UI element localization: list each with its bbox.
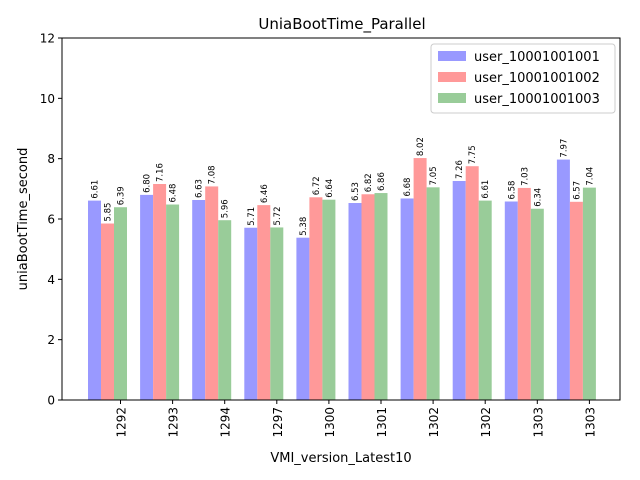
legend-label: user_10001001001 — [474, 50, 600, 65]
data-label: 7.05 — [429, 166, 439, 185]
data-label: 5.96 — [221, 199, 231, 218]
x-tick-label: 1297 — [271, 407, 285, 438]
x-tick-label: 1292 — [115, 407, 129, 438]
data-label: 5.72 — [273, 207, 283, 226]
data-label: 6.48 — [169, 184, 179, 203]
data-label: 5.38 — [299, 217, 309, 236]
x-axis-label: VMI_version_Latest10 — [270, 451, 411, 466]
legend: user_10001001001 user_10001001002 user_100… — [430, 43, 616, 114]
bar — [205, 186, 219, 400]
bar — [569, 201, 583, 400]
bar — [400, 198, 414, 400]
bar — [270, 227, 284, 400]
data-label: 7.97 — [559, 139, 569, 158]
bar — [309, 197, 323, 400]
data-label: 6.80 — [143, 174, 153, 193]
data-label: 6.68 — [403, 178, 413, 197]
data-label: 7.16 — [156, 163, 166, 182]
data-label: 6.63 — [195, 179, 205, 198]
y-tick-label: 10 — [40, 92, 55, 106]
legend-label: user_10001001003 — [474, 92, 600, 107]
x-tick-label: 1301 — [375, 407, 389, 438]
y-tick-label: 2 — [47, 333, 55, 347]
bar — [257, 205, 271, 400]
data-label: 6.72 — [312, 176, 322, 195]
bar — [465, 166, 479, 400]
x-tick-label: 1302 — [427, 407, 441, 438]
data-label: 5.85 — [104, 203, 114, 222]
bar — [114, 207, 127, 400]
data-label: 7.26 — [455, 160, 465, 179]
data-label: 6.57 — [572, 181, 582, 200]
data-label: 6.61 — [481, 180, 491, 199]
x-tick-label: 1293 — [167, 407, 181, 438]
data-label: 7.08 — [208, 165, 218, 184]
bar — [452, 180, 466, 400]
data-label: 6.64 — [325, 179, 335, 198]
bar — [153, 184, 167, 400]
bar — [582, 187, 596, 400]
x-tick-label: 1294 — [219, 407, 233, 438]
data-label: 6.58 — [507, 181, 517, 200]
data-label: 7.03 — [520, 167, 530, 186]
x-tick-label: 1302 — [479, 407, 493, 438]
bar — [140, 194, 154, 400]
legend-box — [430, 43, 616, 114]
bar — [244, 227, 258, 400]
bar — [426, 187, 440, 400]
y-tick-label: 0 — [47, 394, 55, 408]
data-label: 7.75 — [468, 145, 478, 164]
y-tick-label: 12 — [40, 32, 55, 46]
y-tick-label: 8 — [47, 152, 55, 166]
bar — [478, 200, 492, 400]
bar — [504, 201, 518, 400]
y-tick-label: 4 — [47, 273, 55, 287]
bar — [517, 187, 531, 400]
data-label: 6.39 — [117, 186, 127, 205]
data-label: 6.61 — [91, 180, 101, 199]
y-tick-label: 6 — [47, 213, 55, 227]
data-label: 6.46 — [260, 184, 270, 203]
y-axis: 0 2 4 6 8 10 12 — [40, 32, 62, 408]
bar — [218, 220, 232, 400]
legend-swatch — [438, 93, 466, 103]
x-axis: 1292 1293 1294 1297 1300 1301 1302 1302 1303 1303 — [115, 400, 597, 438]
data-label: 5.71 — [247, 207, 257, 226]
x-tick-label: 1303 — [583, 407, 597, 438]
bar — [374, 193, 388, 400]
bar — [192, 199, 206, 400]
legend-swatch — [438, 72, 466, 82]
bar — [322, 199, 336, 400]
bar — [556, 159, 570, 400]
bar — [361, 194, 375, 400]
x-tick-label: 1303 — [531, 407, 545, 438]
legend-label: user_10001001002 — [474, 71, 600, 86]
data-label: 6.86 — [377, 172, 387, 191]
y-axis-label: uniaBootTime_second — [16, 148, 31, 291]
bar — [530, 208, 544, 400]
data-label: 6.53 — [351, 182, 361, 201]
data-label: 8.02 — [416, 137, 426, 156]
plot-area: 6.61 6.80 6.63 5.71 5.38 6.53 6.68 7.26 6.58 7.97… — [88, 137, 596, 400]
bar — [101, 223, 114, 400]
chart-title: UniaBootTime_Parallel — [258, 15, 425, 34]
legend-swatch — [438, 51, 466, 61]
data-label: 6.34 — [533, 188, 543, 207]
bar — [296, 237, 310, 400]
bar — [348, 203, 362, 400]
data-label: 7.04 — [585, 167, 595, 186]
bar — [88, 200, 101, 400]
data-label: 6.82 — [364, 173, 374, 192]
x-tick-label: 1300 — [323, 407, 337, 438]
bar — [166, 204, 180, 400]
bar — [413, 158, 427, 400]
